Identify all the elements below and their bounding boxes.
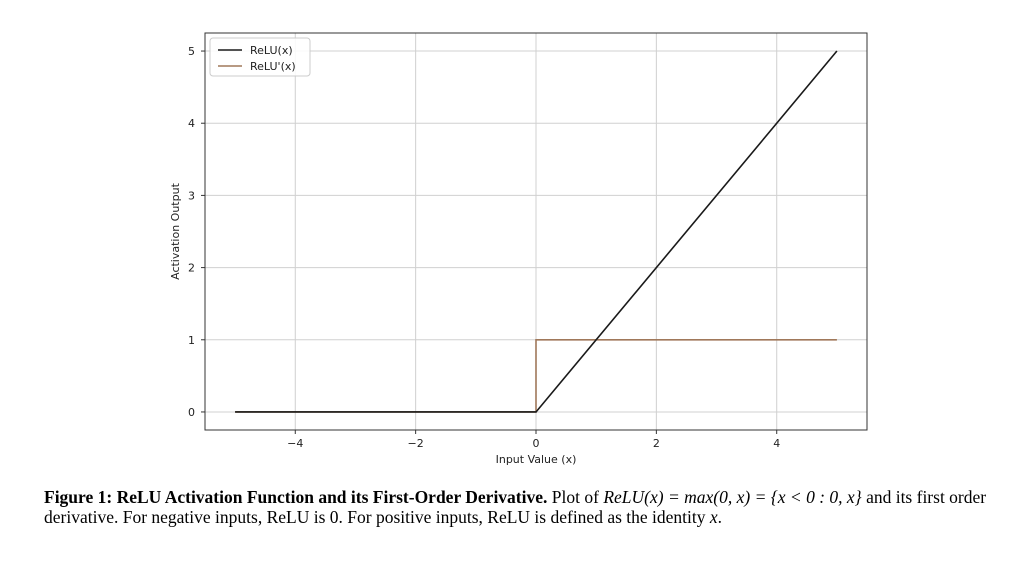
caption-text-2: and its first order derivative. For nega… bbox=[44, 487, 987, 527]
x-tick-label: 4 bbox=[773, 437, 780, 450]
caption-math-identity: x bbox=[709, 507, 718, 527]
y-tick-label: 5 bbox=[188, 45, 195, 58]
caption-math-formula: ReLU(x) = max(0, x) = {x < 0 : 0, x} bbox=[603, 487, 862, 507]
series-line-0 bbox=[235, 50, 838, 413]
relu-chart: −4 −2 0 2 4 0 1 2 3 4 5 Input Value (x) Activation… bbox=[169, 32, 868, 466]
y-tick-label: 0 bbox=[188, 406, 195, 419]
x-axis-label: Input Value (x) bbox=[496, 453, 577, 466]
y-tick-label: 2 bbox=[188, 262, 195, 275]
series-line-1 bbox=[235, 338, 837, 413]
y-tick-label: 1 bbox=[188, 334, 195, 347]
caption-text-1: Plot of bbox=[551, 487, 599, 507]
legend: ReLU(x) ReLU'(x) bbox=[209, 37, 311, 77]
y-tick-label: 4 bbox=[188, 117, 195, 130]
x-tick-label: −4 bbox=[287, 437, 303, 450]
caption-text-3: . bbox=[717, 507, 723, 527]
x-tick-label: 2 bbox=[653, 437, 660, 450]
figure-caption: Figure 1: ReLU Activation Function and i… bbox=[44, 487, 992, 527]
caption-label: Figure 1: ReLU Activation Function and i… bbox=[44, 487, 548, 507]
ticks: −4 −2 0 2 4 0 1 2 3 4 5 bbox=[188, 45, 780, 450]
x-tick-label: 0 bbox=[533, 437, 540, 450]
y-axis-label: Activation Output bbox=[169, 182, 182, 279]
y-tick-label: 3 bbox=[188, 189, 195, 202]
legend-entry: ReLU'(x) bbox=[250, 60, 296, 73]
series-layer bbox=[235, 50, 838, 413]
x-tick-label: −2 bbox=[408, 437, 424, 450]
legend-entry: ReLU(x) bbox=[250, 44, 293, 57]
figure: −4 −2 0 2 4 0 1 2 3 4 5 Input Value (x) Activation… bbox=[169, 32, 868, 466]
